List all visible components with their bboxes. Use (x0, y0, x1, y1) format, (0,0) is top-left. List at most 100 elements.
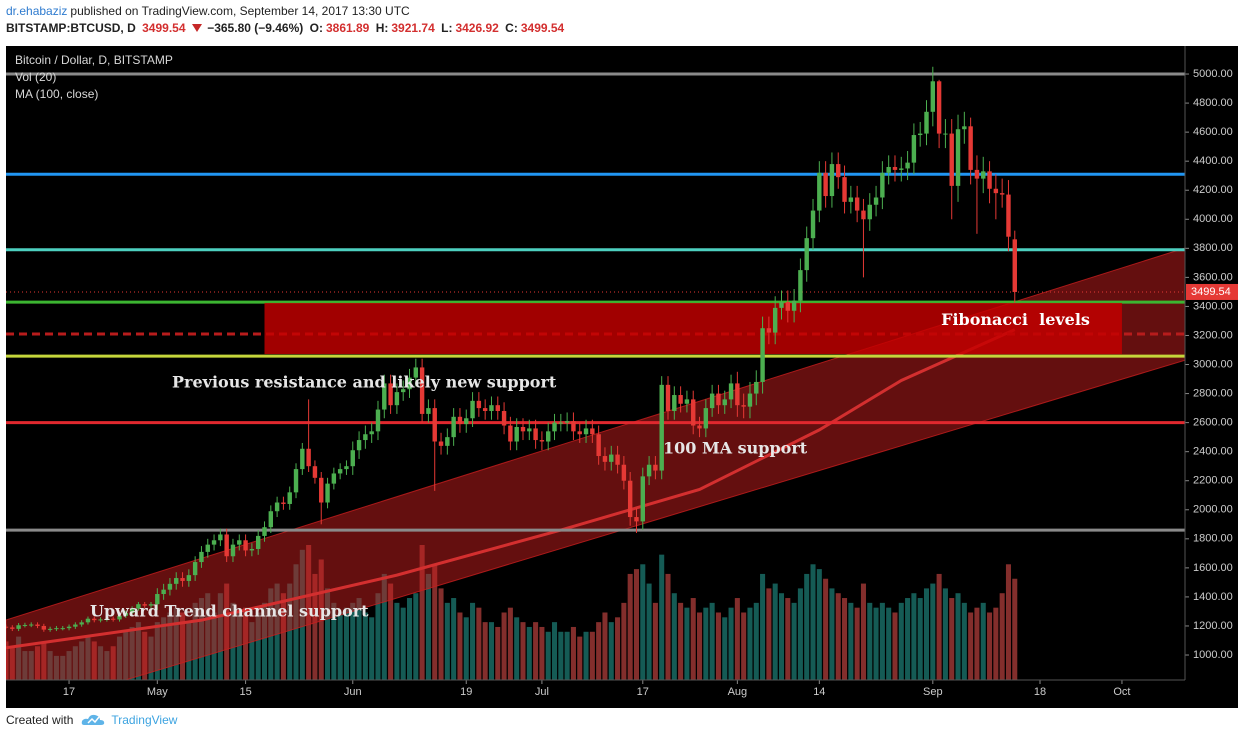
candle-body (476, 400, 482, 409)
candle-body (249, 548, 255, 551)
y-tick-label: 4400.00 (1193, 155, 1233, 167)
candle-body (85, 618, 91, 623)
volume-bar (722, 617, 728, 680)
volume-bar (942, 588, 948, 680)
candle-body (22, 624, 28, 626)
candle-body (804, 238, 809, 271)
volume-bar (236, 612, 242, 680)
candle-body (665, 384, 671, 412)
volume-bar (343, 607, 349, 680)
candle-body (47, 628, 53, 630)
volume-bar (602, 612, 608, 680)
y-tick-label: 1400.00 (1193, 591, 1233, 603)
candle-body (892, 166, 898, 170)
volume-bar (388, 583, 394, 680)
volume-bar (665, 573, 671, 680)
y-tick-label: 3600.00 (1193, 271, 1233, 283)
candle-body (552, 422, 557, 432)
candle-body (148, 604, 154, 606)
candle-body (899, 168, 904, 170)
volume-bar (432, 564, 438, 680)
volume-bar (999, 593, 1005, 680)
volume-bar (898, 602, 904, 680)
volume-bar (835, 593, 841, 680)
volume-bar (507, 607, 513, 680)
volume-bar (949, 598, 955, 680)
volume-bar (709, 602, 715, 680)
open-label: O: (309, 21, 323, 35)
candle-body (205, 544, 210, 552)
high-value: 3921.74 (391, 21, 435, 35)
volume-bar (526, 626, 532, 680)
candle-body (810, 210, 816, 239)
y-tick-label: 2000.00 (1193, 504, 1233, 516)
y-tick-label: 4600.00 (1193, 126, 1233, 138)
y-tick-label: 5000.00 (1193, 68, 1233, 80)
volume-bar (993, 607, 999, 680)
candle-body (735, 383, 740, 406)
candle-body (255, 535, 261, 549)
volume-bar (457, 612, 463, 680)
candle-body (41, 625, 47, 630)
x-tick-label: 19 (460, 686, 472, 698)
candle-body (627, 480, 633, 518)
author[interactable]: dr.ehabaziz (6, 4, 68, 18)
volume-bar (659, 554, 665, 680)
volume-bar (810, 564, 816, 680)
volume-bar (350, 602, 356, 680)
volume-bar (406, 598, 413, 680)
volume-bar (703, 607, 709, 680)
candle-body (470, 400, 475, 419)
candle-body (766, 328, 772, 333)
candle-body (230, 544, 236, 557)
volume-bar (728, 607, 734, 680)
volume-bar (362, 612, 368, 680)
volume-bar (905, 598, 911, 680)
candle-body (262, 527, 267, 536)
candle-body (331, 473, 337, 484)
candle-body (798, 270, 803, 301)
volume-bar (848, 602, 854, 680)
axes: 1000.00 1200.00 1400.00 1600.00 1800.00 2000.… (6, 46, 1238, 698)
volume-bar (936, 573, 942, 680)
candle-body (161, 589, 166, 595)
candle-body (949, 133, 954, 186)
candle-body (457, 416, 463, 425)
candle-body (293, 469, 299, 493)
tv-logo (82, 714, 105, 725)
candle-body (817, 172, 822, 211)
candle-body (136, 604, 141, 609)
last-price: 3499.54 (142, 21, 186, 35)
candle-body (514, 426, 519, 442)
volume-bar (760, 573, 766, 680)
candle-body (546, 431, 551, 442)
volume-bar (678, 602, 684, 680)
volume-bar (640, 564, 646, 680)
brand[interactable]: TradingView (111, 713, 178, 727)
candle-body (407, 377, 412, 390)
volume-bar (816, 569, 822, 680)
x-tick-label: Aug (728, 686, 748, 698)
candle-body (218, 534, 223, 541)
x-tick-label: May (147, 686, 168, 698)
x-tick-label: Oct (1113, 686, 1130, 698)
candle-body (590, 428, 595, 435)
candle-body (369, 431, 374, 435)
candle-body (306, 448, 311, 467)
candle-body (936, 81, 942, 134)
candle-body (142, 604, 147, 606)
candle-body (224, 534, 229, 557)
candle-body (848, 197, 854, 202)
candle-body (905, 162, 910, 169)
x-tick-label: 15 (239, 686, 251, 698)
candle-body (640, 476, 645, 522)
candle-body (482, 408, 488, 412)
zone-label: Fibonacci levels (941, 310, 1090, 329)
candle-body (873, 197, 879, 205)
last-price-tag (1186, 283, 1238, 300)
x-tick-label: 14 (813, 686, 825, 698)
candle-body (123, 612, 128, 616)
low-label: L: (441, 21, 453, 35)
volume-bar (596, 622, 602, 680)
volume-bar (369, 617, 375, 680)
